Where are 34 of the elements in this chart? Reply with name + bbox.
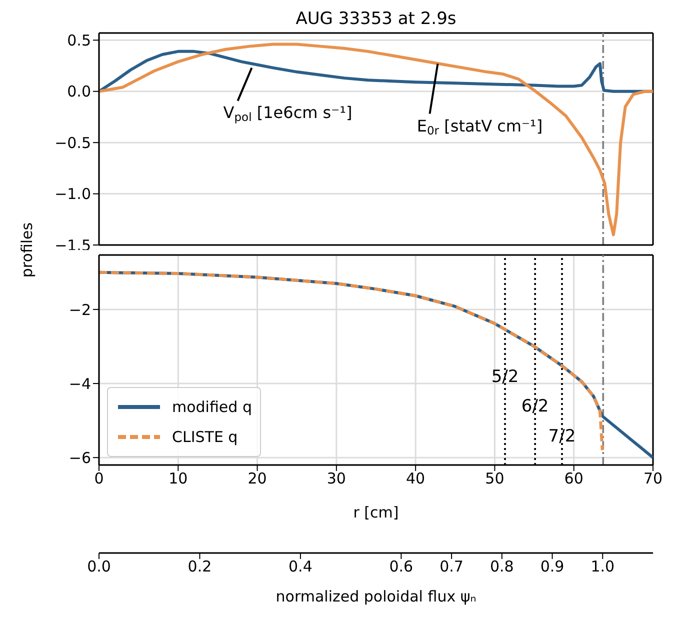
annotation: 6/2 xyxy=(521,396,549,417)
x-tick-label: 0 xyxy=(94,470,104,488)
y-tick-label: −0.5 xyxy=(54,134,91,152)
y-tick-label: −2 xyxy=(68,300,91,319)
y-tick-label: −6 xyxy=(68,448,91,467)
x2-tick-label: 0.9 xyxy=(540,558,564,576)
chart-title: AUG 33353 at 2.9s xyxy=(296,9,456,29)
x2-tick-label: 0.8 xyxy=(490,558,514,576)
x2-tick-label: 0.0 xyxy=(87,558,111,576)
annotation: 7/2 xyxy=(548,426,576,446)
x2-tick-label: 1.0 xyxy=(590,558,615,576)
y-tick-label: −1.0 xyxy=(54,185,91,204)
x-tick-label: 10 xyxy=(168,470,188,488)
y-tick-label: 0.5 xyxy=(67,31,91,50)
x2-tick-label: 0.7 xyxy=(440,558,464,576)
legend-label: CLISTE q xyxy=(172,428,238,446)
x2-tick-label: 0.2 xyxy=(188,558,212,576)
x2-tick-label: 0.4 xyxy=(288,558,312,576)
y-tick-label: 0.0 xyxy=(67,82,91,101)
legend-label: modified q xyxy=(172,398,252,416)
annotation: E$_{0r}$ [statV cm⁻¹] xyxy=(416,116,543,138)
x2-tick-label: 0.6 xyxy=(389,558,414,576)
x-tick-label: 40 xyxy=(406,470,426,488)
x-tick-label: 70 xyxy=(643,470,663,488)
annotation: V$_{pol}$ [1e6cm s⁻¹] xyxy=(223,102,352,124)
annotation: 5/2 xyxy=(491,367,519,388)
x-tick-label: 20 xyxy=(248,470,267,488)
y-tick-label: −4 xyxy=(68,374,91,393)
x-tick-label: 30 xyxy=(326,470,346,488)
x-axis-title: r [cm] xyxy=(353,504,399,522)
y-axis-title: profiles xyxy=(18,222,36,278)
x2-axis-title: normalized poloidal flux ψₙ xyxy=(276,588,476,606)
x-tick-label: 60 xyxy=(564,470,584,488)
x-tick-label: 50 xyxy=(485,470,504,488)
